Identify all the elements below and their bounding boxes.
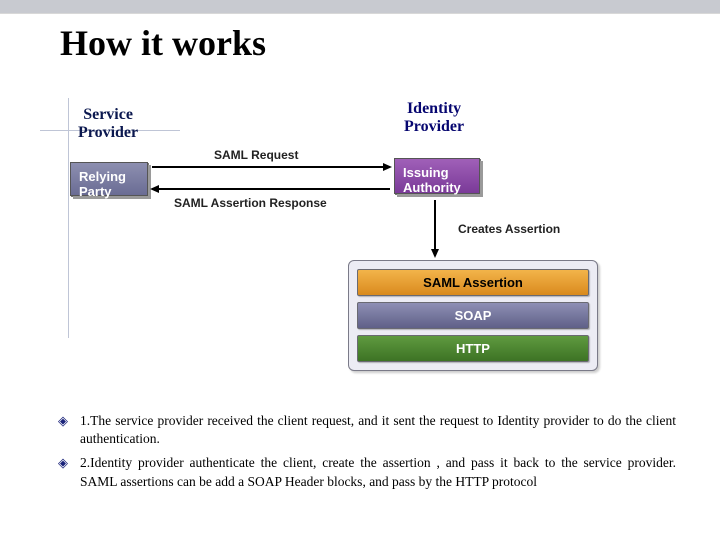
stack-layer: SAML Assertion — [357, 269, 589, 296]
arrow-request — [152, 166, 390, 168]
arrow-response-label: SAML Assertion Response — [174, 196, 327, 210]
stack-layer: HTTP — [357, 335, 589, 362]
arrow-creates-label: Creates Assertion — [458, 222, 560, 236]
bullet-text: 2.Identity provider authenticate the cli… — [80, 454, 676, 490]
decorative-top-bar — [0, 0, 720, 14]
bullet-list: ◈ 1.The service provider received the cl… — [58, 412, 676, 497]
bullet-item: ◈ 1.The service provider received the cl… — [58, 412, 676, 448]
arrow-response — [152, 188, 390, 190]
arrow-request-label: SAML Request — [214, 148, 298, 162]
relying-party-node: Relying Party — [70, 162, 148, 196]
identity-provider-label: Identity Provider — [404, 100, 464, 135]
bullet-icon: ◈ — [58, 412, 80, 448]
service-provider-label: Service Provider — [78, 106, 138, 141]
axis-vertical — [68, 98, 69, 338]
protocol-stack: SAML Assertion SOAP HTTP — [348, 260, 598, 371]
stack-layer: SOAP — [357, 302, 589, 329]
bullet-icon: ◈ — [58, 454, 80, 490]
bullet-text: 1.The service provider received the clie… — [80, 412, 676, 448]
arrow-creates — [434, 200, 436, 256]
slide-title: How it works — [60, 22, 266, 64]
bullet-item: ◈ 2.Identity provider authenticate the c… — [58, 454, 676, 490]
issuing-authority-node: Issuing Authority — [394, 158, 480, 194]
